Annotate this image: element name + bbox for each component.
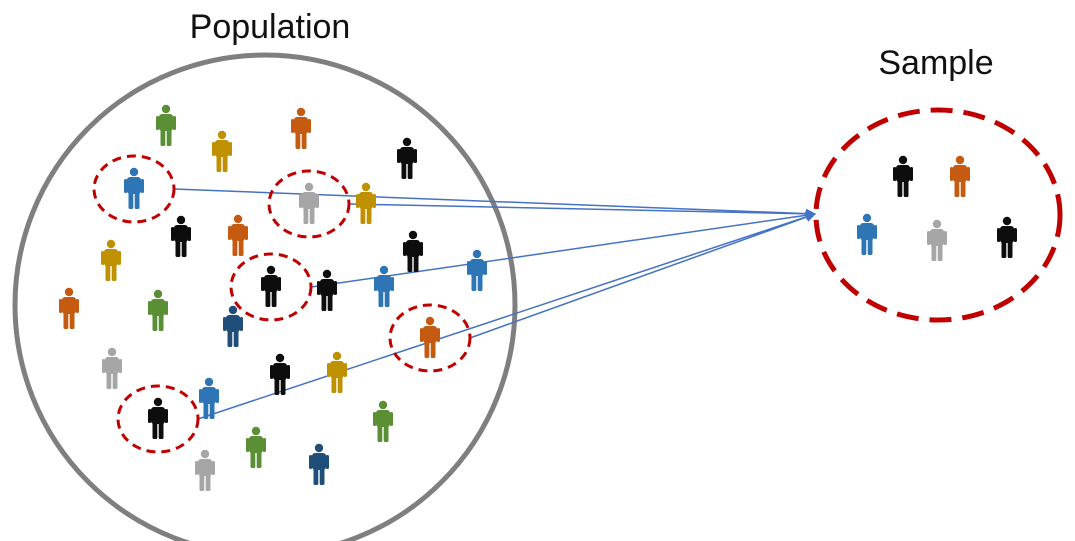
selection-arrows (173, 188, 816, 420)
sample-title: Sample (878, 44, 993, 82)
sample-person-icon (893, 155, 913, 197)
sample-person-icon (950, 155, 970, 197)
person-icon (403, 230, 423, 272)
person-icon (374, 265, 394, 307)
selection-arrow (197, 212, 816, 420)
person-icon (291, 107, 311, 149)
person-icon (102, 347, 122, 389)
selection-arrow (173, 188, 816, 219)
population-title: Population (190, 8, 351, 46)
person-icon (148, 397, 168, 439)
population-circle (12, 52, 518, 541)
person-icon (101, 239, 121, 281)
selection-circle (116, 384, 200, 454)
person-icon (228, 214, 248, 256)
person-icon (327, 351, 347, 393)
selection-circle (388, 303, 472, 373)
person-icon (156, 104, 176, 146)
person-icon (148, 289, 168, 331)
selection-circle (92, 154, 176, 224)
person-icon (261, 265, 281, 307)
person-icon (246, 426, 266, 468)
sample-people (857, 155, 1017, 261)
person-icon (171, 215, 191, 257)
person-icon (195, 449, 215, 491)
sample-person-icon (997, 216, 1017, 258)
person-icon (317, 269, 337, 311)
selection-arrow (310, 210, 816, 288)
sample-circle (813, 107, 1063, 323)
person-icon (124, 167, 144, 209)
person-icon (309, 443, 329, 485)
person-icon (299, 182, 319, 224)
selection-highlight-circles (92, 154, 472, 454)
sample-person-icon (857, 213, 877, 255)
person-icon (397, 137, 417, 179)
person-icon (356, 182, 376, 224)
person-icon (199, 377, 219, 419)
person-icon (212, 130, 232, 172)
selection-arrow (469, 212, 816, 339)
population-people (59, 104, 487, 491)
selection-circle (229, 252, 313, 322)
selection-arrow (348, 203, 816, 219)
person-icon (223, 305, 243, 347)
selection-circle (267, 169, 351, 239)
person-icon (467, 249, 487, 291)
person-icon (59, 287, 79, 329)
person-icon (270, 353, 290, 395)
person-icon (420, 316, 440, 358)
sample-person-icon (927, 219, 947, 261)
person-icon (373, 400, 393, 442)
